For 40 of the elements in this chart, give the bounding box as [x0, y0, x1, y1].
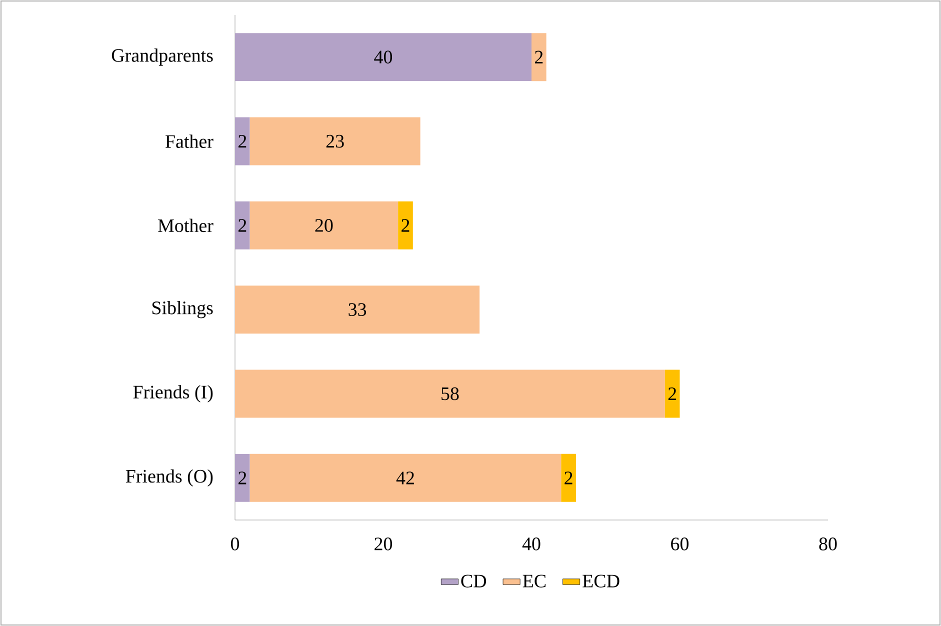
bar — [532, 33, 546, 82]
data-label: 2 — [238, 219, 246, 232]
y-tick-label: Grandparents — [112, 48, 213, 66]
bar — [235, 370, 665, 418]
y-tick-label: Mother — [158, 218, 214, 232]
legend-label: ECD — [582, 574, 620, 588]
bar — [250, 454, 562, 502]
bar — [561, 454, 576, 502]
legend-label: EC — [522, 574, 546, 588]
y-tick-label: Friends (I) — [133, 385, 213, 402]
data-label: 40 — [374, 50, 392, 64]
data-label: 33 — [348, 303, 366, 316]
data-label: 2 — [238, 472, 246, 484]
bar — [235, 286, 480, 334]
bar — [250, 201, 398, 250]
data-label: 2 — [564, 472, 572, 484]
bar — [235, 33, 532, 82]
data-label: 42 — [396, 472, 414, 484]
data-label: 23 — [326, 134, 344, 148]
x-tick-label: 40 — [522, 538, 540, 550]
bar — [250, 117, 420, 166]
data-label: 2 — [238, 134, 246, 148]
y-tick-label: Siblings — [152, 300, 213, 318]
bar — [235, 454, 250, 502]
bar — [664, 370, 680, 418]
bar — [235, 117, 250, 166]
data-label: 2 — [668, 387, 676, 400]
data-label: 2 — [534, 50, 543, 64]
bar — [398, 201, 413, 250]
bar — [235, 201, 250, 250]
legend-label: CD — [461, 574, 486, 588]
data-label: 58 — [442, 387, 459, 400]
y-tick-label: Friends (O) — [126, 469, 213, 487]
x-tick-label: 0 — [230, 538, 240, 550]
data-label: 2 — [402, 219, 410, 232]
x-tick-label: 60 — [671, 538, 689, 550]
data-label: 20 — [315, 219, 333, 232]
x-tick-label: 20 — [374, 538, 392, 550]
y-tick-label: Father — [165, 134, 214, 148]
x-tick-label: 80 — [819, 538, 837, 550]
